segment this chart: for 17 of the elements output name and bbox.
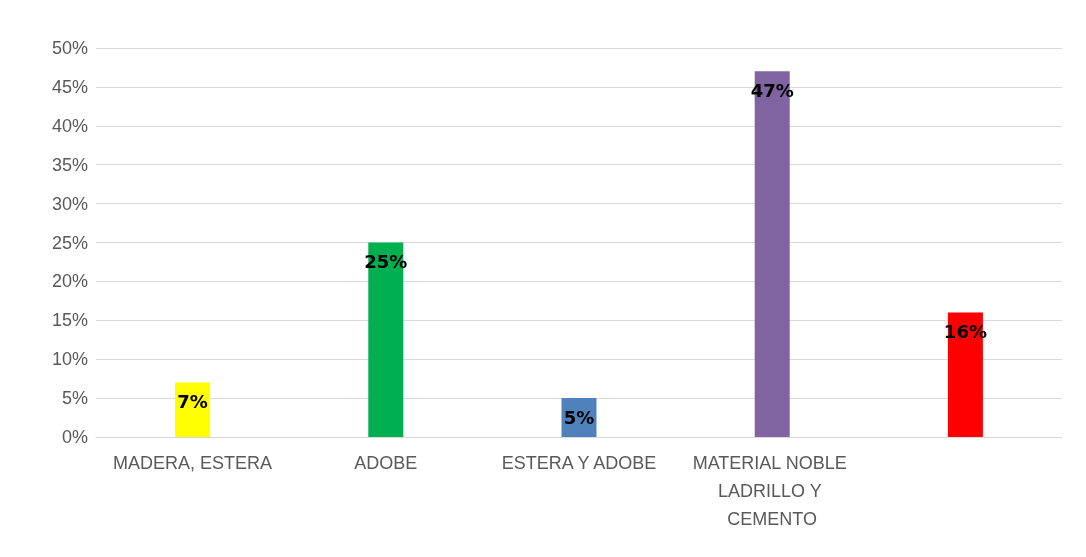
y-tick-label: 50%: [51, 38, 88, 58]
y-tick-label: 5%: [61, 388, 88, 409]
y-tick-label: 25%: [51, 232, 88, 253]
y-tick-label: 35%: [51, 154, 88, 175]
data-label: 7%: [177, 391, 208, 413]
data-label: 5%: [563, 406, 595, 428]
y-tick-label: 45%: [51, 76, 88, 97]
y-tick-label: 40%: [51, 115, 88, 136]
y-tick-label: 15%: [51, 310, 88, 331]
x-tick-label: MATERIAL NOBLE LADRILLO Y CEMENTO: [692, 453, 852, 529]
y-tick-label: 10%: [51, 349, 88, 370]
y-tick-label: 30%: [51, 193, 88, 214]
x-tick-label: ESTERA Y ADOBE: [501, 453, 657, 473]
y-tick-label: 20%: [51, 271, 88, 292]
y-tick-label: 0%: [61, 427, 88, 447]
x-tick-label: MADERA, ESTERA: [113, 453, 273, 473]
x-tick-label: ADOBE: [354, 453, 418, 473]
